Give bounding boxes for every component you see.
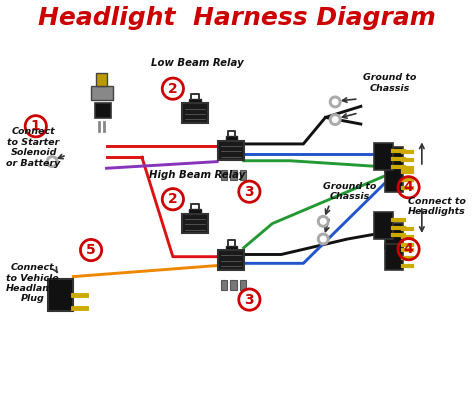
Text: Low Beam Relay: Low Beam Relay	[151, 58, 244, 69]
Bar	[374, 143, 392, 171]
Text: Connect
to Starter
Solenoid
or Battery: Connect to Starter Solenoid or Battery	[6, 127, 61, 167]
Circle shape	[320, 236, 326, 242]
Text: Ground to
Chassis: Ground to Chassis	[363, 73, 416, 93]
Bar	[230, 171, 237, 180]
Text: 4: 4	[404, 242, 413, 256]
Bar	[48, 279, 73, 311]
Circle shape	[332, 117, 338, 123]
Text: Connect
to Vehicle
Headlamp
Plug: Connect to Vehicle Headlamp Plug	[6, 263, 60, 303]
Bar	[226, 136, 237, 146]
Bar	[385, 244, 403, 269]
Bar	[182, 214, 208, 233]
Bar	[95, 103, 110, 118]
Bar	[240, 171, 246, 180]
Bar	[240, 280, 246, 290]
Circle shape	[329, 114, 341, 125]
Text: 3: 3	[245, 185, 254, 199]
Text: 4: 4	[404, 180, 413, 194]
Circle shape	[320, 219, 326, 224]
Text: Headlight  Harness Diagram: Headlight Harness Diagram	[38, 6, 436, 30]
Text: 3: 3	[245, 293, 254, 307]
Text: 2: 2	[168, 82, 178, 96]
Circle shape	[46, 156, 58, 167]
Bar	[96, 73, 107, 85]
Bar	[182, 103, 208, 123]
Bar	[385, 147, 403, 172]
Bar	[220, 171, 227, 180]
Bar	[219, 250, 244, 269]
Text: 5: 5	[86, 243, 96, 257]
Circle shape	[329, 96, 341, 108]
Text: Connect to
Headlights: Connect to Headlights	[408, 197, 466, 216]
Bar	[91, 85, 113, 100]
Bar	[230, 280, 237, 290]
Circle shape	[332, 99, 338, 105]
Text: High Beam Relay: High Beam Relay	[149, 170, 246, 180]
Text: 2: 2	[168, 192, 178, 206]
Circle shape	[318, 216, 329, 227]
Bar	[189, 99, 201, 109]
Bar	[220, 280, 227, 290]
Bar	[226, 245, 237, 256]
Bar	[385, 167, 403, 192]
Bar	[374, 212, 392, 239]
Circle shape	[318, 233, 329, 245]
Text: 1: 1	[31, 119, 41, 133]
Bar	[385, 223, 403, 249]
Circle shape	[49, 159, 55, 164]
Bar	[189, 209, 201, 219]
Bar	[219, 141, 244, 160]
Text: Ground to
Chassis: Ground to Chassis	[323, 182, 376, 201]
